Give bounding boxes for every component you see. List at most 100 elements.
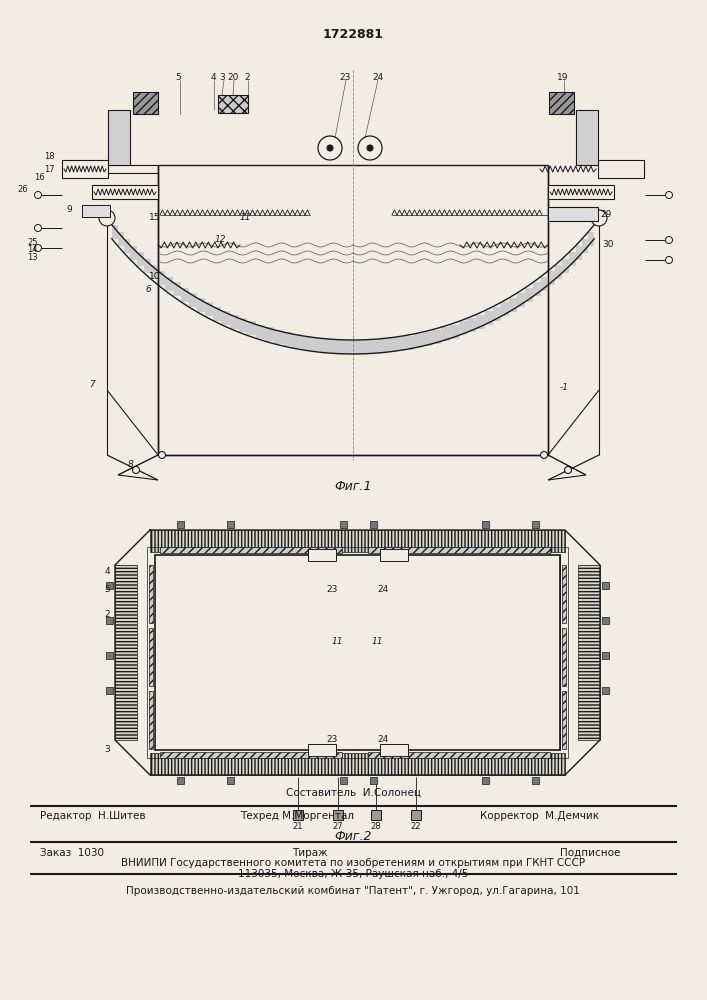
Bar: [588, 232, 594, 246]
Text: 24: 24: [377, 585, 388, 594]
Text: 2: 2: [244, 73, 250, 82]
Bar: [115, 565, 137, 740]
Bar: [532, 777, 539, 784]
Bar: [386, 338, 395, 352]
Bar: [395, 337, 404, 351]
Bar: [149, 628, 153, 686]
Text: Фиг.2: Фиг.2: [334, 830, 372, 843]
Bar: [578, 565, 600, 740]
Text: 11: 11: [372, 638, 383, 647]
Bar: [423, 332, 432, 346]
Circle shape: [327, 145, 333, 151]
Bar: [482, 777, 489, 784]
Bar: [404, 336, 414, 350]
Bar: [533, 282, 541, 296]
Text: Составитель  И.Солонец: Составитель И.Солонец: [286, 788, 421, 798]
Bar: [293, 334, 302, 348]
Bar: [205, 302, 213, 316]
Bar: [598, 160, 644, 178]
Bar: [150, 530, 565, 552]
Bar: [256, 325, 265, 339]
Bar: [112, 225, 118, 239]
Circle shape: [132, 466, 139, 474]
Bar: [106, 652, 113, 659]
Text: 25: 25: [28, 238, 38, 247]
Text: 4: 4: [210, 73, 216, 82]
Bar: [239, 318, 247, 332]
Bar: [459, 321, 467, 335]
Text: 8: 8: [128, 460, 134, 469]
Text: 5: 5: [175, 73, 181, 82]
Bar: [144, 259, 151, 273]
Bar: [555, 265, 562, 279]
Bar: [311, 337, 320, 351]
Text: 2: 2: [105, 610, 110, 619]
Bar: [575, 246, 582, 260]
Bar: [349, 340, 358, 354]
Bar: [213, 307, 221, 321]
Bar: [339, 340, 349, 354]
Text: 26: 26: [18, 185, 28, 194]
Bar: [510, 298, 518, 312]
Bar: [518, 293, 525, 307]
Text: 23: 23: [327, 735, 338, 744]
Bar: [329, 339, 339, 353]
Text: 24: 24: [377, 735, 388, 744]
Bar: [320, 338, 329, 352]
Text: 16: 16: [35, 173, 45, 182]
Bar: [549, 92, 574, 114]
Circle shape: [367, 145, 373, 151]
Bar: [562, 565, 566, 623]
Bar: [467, 318, 476, 332]
Bar: [106, 582, 113, 589]
Bar: [380, 744, 407, 756]
Bar: [548, 185, 614, 199]
Text: -1: -1: [560, 383, 569, 392]
Text: 18: 18: [45, 152, 55, 161]
Text: 12: 12: [215, 235, 226, 244]
Bar: [130, 246, 137, 260]
Text: Корректор  М.Демчик: Корректор М.Демчик: [480, 811, 599, 821]
Bar: [108, 110, 130, 165]
Bar: [482, 521, 489, 528]
Bar: [124, 239, 130, 253]
Bar: [582, 239, 588, 253]
Text: 10: 10: [148, 272, 160, 281]
Bar: [230, 315, 239, 329]
Bar: [106, 617, 113, 624]
Bar: [133, 92, 158, 114]
Text: 23: 23: [339, 73, 351, 82]
Bar: [432, 330, 440, 344]
Bar: [450, 325, 459, 339]
Circle shape: [158, 452, 165, 458]
Text: 27: 27: [332, 822, 343, 831]
Bar: [151, 265, 158, 279]
Circle shape: [35, 244, 42, 251]
Circle shape: [665, 236, 672, 243]
Bar: [332, 810, 342, 820]
Bar: [602, 652, 609, 659]
Bar: [370, 521, 377, 528]
Bar: [106, 687, 113, 694]
Bar: [493, 307, 501, 321]
Bar: [218, 95, 248, 113]
Text: 11: 11: [240, 213, 252, 222]
Text: 19: 19: [557, 73, 568, 82]
Bar: [532, 521, 539, 528]
Bar: [302, 336, 311, 350]
Bar: [197, 298, 205, 312]
Bar: [525, 288, 533, 302]
Bar: [440, 327, 450, 341]
Text: Заказ  1030: Заказ 1030: [40, 848, 104, 858]
Text: 15: 15: [149, 213, 160, 222]
Bar: [181, 288, 189, 302]
Bar: [414, 334, 423, 348]
Bar: [370, 810, 380, 820]
Text: 20: 20: [228, 73, 239, 82]
Text: 7: 7: [89, 380, 95, 389]
Bar: [376, 339, 386, 353]
Text: 3: 3: [219, 73, 225, 82]
Text: 113035, Москва, Ж-35, Раушская наб., 4/5: 113035, Москва, Ж-35, Раушская наб., 4/5: [238, 869, 468, 879]
Bar: [173, 282, 181, 296]
Text: 21: 21: [292, 822, 303, 831]
